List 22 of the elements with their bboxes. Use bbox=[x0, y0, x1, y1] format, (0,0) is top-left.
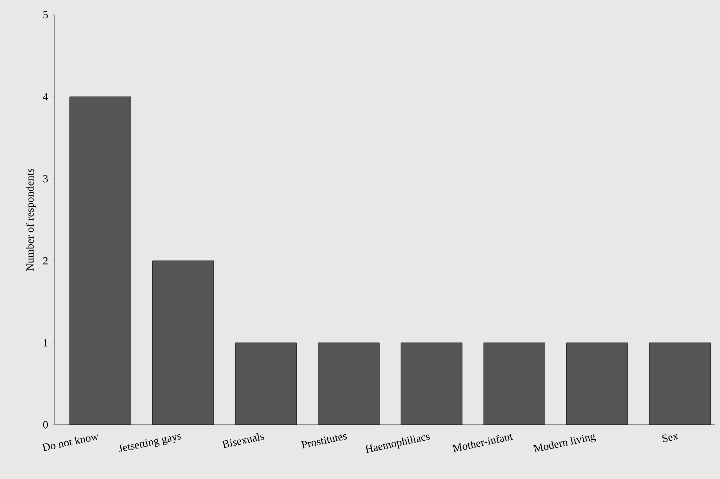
x-tick-label: Sex bbox=[662, 434, 679, 442]
x-tick-label: Jetsetting gays bbox=[119, 434, 182, 453]
bar bbox=[318, 343, 380, 425]
x-tick-label: Do not know bbox=[42, 434, 98, 452]
y-tick-label: 3 bbox=[44, 175, 48, 183]
bar bbox=[401, 343, 462, 425]
x-tick-label: Modern living bbox=[533, 434, 596, 453]
y-tick-label: 4 bbox=[43, 93, 48, 101]
y-tick-label: 1 bbox=[44, 339, 48, 347]
bar bbox=[70, 96, 132, 425]
y-tick-label: 0 bbox=[43, 421, 48, 429]
x-tick-label: Mother-infant bbox=[452, 434, 514, 452]
bar bbox=[566, 343, 628, 425]
bar bbox=[236, 343, 297, 425]
x-tick-label: Prostitutes bbox=[301, 434, 348, 449]
bar bbox=[649, 342, 712, 425]
y-tick-label: 2 bbox=[43, 257, 48, 265]
y-axis-title: Number of respondents bbox=[26, 168, 36, 272]
y-tick-label: 5 bbox=[44, 11, 48, 19]
x-tick-label: Bisexuals bbox=[222, 433, 264, 448]
bar bbox=[152, 260, 214, 425]
bar bbox=[484, 343, 546, 425]
